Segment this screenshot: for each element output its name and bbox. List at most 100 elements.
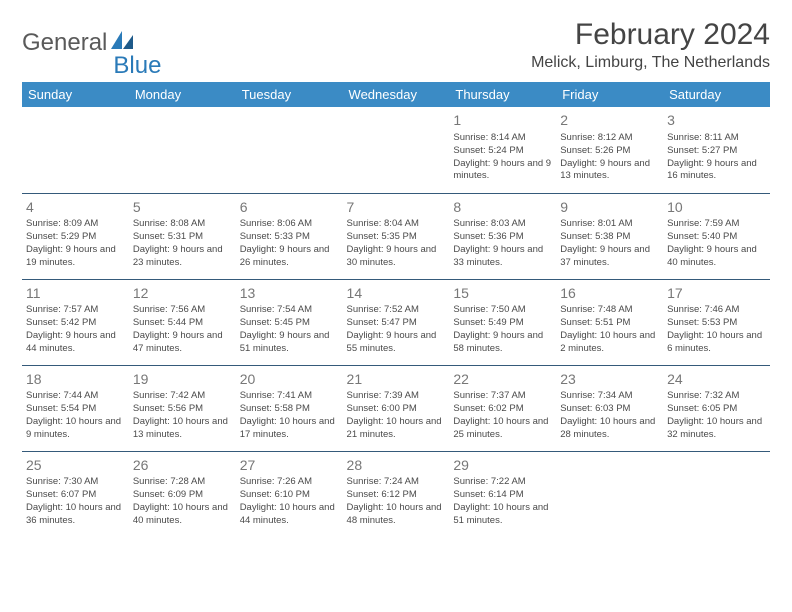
sun-info: Sunrise: 7:44 AMSunset: 5:54 PMDaylight:… (26, 390, 125, 441)
calendar-body: 1 Sunrise: 8:14 AMSunset: 5:24 PMDaylight… (22, 107, 770, 537)
day-cell: 20Sunrise: 7:41 AMSunset: 5:58 PMDayligh… (236, 365, 343, 451)
sun-info: Sunrise: 8:08 AMSunset: 5:31 PMDaylight:… (133, 218, 232, 269)
day-number: 4 (26, 198, 125, 217)
sun-info: Sunrise: 7:24 AMSunset: 6:12 PMDaylight:… (347, 476, 446, 527)
day-number: 28 (347, 456, 446, 475)
sun-info: Sunrise: 7:59 AMSunset: 5:40 PMDaylight:… (667, 218, 766, 269)
sun-info: Sunrise: 7:34 AMSunset: 6:03 PMDaylight:… (560, 390, 659, 441)
day-cell: 14Sunrise: 7:52 AMSunset: 5:47 PMDayligh… (343, 279, 450, 365)
day-number: 21 (347, 370, 446, 389)
sun-info: Sunrise: 7:42 AMSunset: 5:56 PMDaylight:… (133, 390, 232, 441)
day-number: 13 (240, 284, 339, 303)
day-cell (22, 107, 129, 193)
day-header-tuesday: Tuesday (236, 82, 343, 107)
sun-info: Sunrise: 7:26 AMSunset: 6:10 PMDaylight:… (240, 476, 339, 527)
day-number: 2 (560, 111, 659, 130)
day-number: 16 (560, 284, 659, 303)
sun-info: Sunrise: 7:22 AMSunset: 6:14 PMDaylight:… (453, 476, 552, 527)
day-header-friday: Friday (556, 82, 663, 107)
day-cell: 24Sunrise: 7:32 AMSunset: 6:05 PMDayligh… (663, 365, 770, 451)
day-number: 9 (560, 198, 659, 217)
sun-info: Sunrise: 7:41 AMSunset: 5:58 PMDaylight:… (240, 390, 339, 441)
location: Melick, Limburg, The Netherlands (531, 54, 770, 72)
week-row: 11Sunrise: 7:57 AMSunset: 5:42 PMDayligh… (22, 279, 770, 365)
day-header-row: Sunday Monday Tuesday Wednesday Thursday… (22, 82, 770, 107)
sun-info: Sunrise: 7:57 AMSunset: 5:42 PMDaylight:… (26, 304, 125, 355)
day-number: 18 (26, 370, 125, 389)
day-number: 20 (240, 370, 339, 389)
day-cell: 6Sunrise: 8:06 AMSunset: 5:33 PMDaylight… (236, 193, 343, 279)
sun-info: Sunrise: 7:37 AMSunset: 6:02 PMDaylight:… (453, 390, 552, 441)
day-number: 8 (453, 198, 552, 217)
day-number: 10 (667, 198, 766, 217)
day-cell (663, 451, 770, 537)
day-header-sunday: Sunday (22, 82, 129, 107)
day-cell: 21Sunrise: 7:39 AMSunset: 6:00 PMDayligh… (343, 365, 450, 451)
sun-info: Sunrise: 7:32 AMSunset: 6:05 PMDaylight:… (667, 390, 766, 441)
day-cell: 2 Sunrise: 8:12 AMSunset: 5:26 PMDaylight… (556, 107, 663, 193)
day-cell (556, 451, 663, 537)
week-row: 1 Sunrise: 8:14 AMSunset: 5:24 PMDaylight… (22, 107, 770, 193)
sun-info: Sunrise: 8:09 AMSunset: 5:29 PMDaylight:… (26, 218, 125, 269)
day-number: 3 (667, 111, 766, 130)
day-number: 6 (240, 198, 339, 217)
day-number: 23 (560, 370, 659, 389)
day-header-saturday: Saturday (663, 82, 770, 107)
day-cell: 25Sunrise: 7:30 AMSunset: 6:07 PMDayligh… (22, 451, 129, 537)
day-cell (236, 107, 343, 193)
day-header-thursday: Thursday (449, 82, 556, 107)
day-number: 5 (133, 198, 232, 217)
day-number: 26 (133, 456, 232, 475)
sun-info: Sunrise: 7:56 AMSunset: 5:44 PMDaylight:… (133, 304, 232, 355)
sun-info: Sunrise: 8:04 AMSunset: 5:35 PMDaylight:… (347, 218, 446, 269)
day-number: 17 (667, 284, 766, 303)
day-number: 1 (453, 111, 552, 130)
sun-info: Sunrise: 8:14 AMSunset: 5:24 PMDaylight:… (453, 132, 552, 183)
day-cell: 3Sunrise: 8:11 AMSunset: 5:27 PMDaylight… (663, 107, 770, 193)
day-cell: 9Sunrise: 8:01 AMSunset: 5:38 PMDaylight… (556, 193, 663, 279)
day-header-monday: Monday (129, 82, 236, 107)
day-cell: 28Sunrise: 7:24 AMSunset: 6:12 PMDayligh… (343, 451, 450, 537)
day-cell: 19Sunrise: 7:42 AMSunset: 5:56 PMDayligh… (129, 365, 236, 451)
day-cell: 22Sunrise: 7:37 AMSunset: 6:02 PMDayligh… (449, 365, 556, 451)
logo: General Blue (22, 18, 161, 68)
week-row: 18Sunrise: 7:44 AMSunset: 5:54 PMDayligh… (22, 365, 770, 451)
sun-info: Sunrise: 7:50 AMSunset: 5:49 PMDaylight:… (453, 304, 552, 355)
day-cell: 17Sunrise: 7:46 AMSunset: 5:53 PMDayligh… (663, 279, 770, 365)
logo-text-general: General (22, 29, 107, 57)
day-cell: 7Sunrise: 8:04 AMSunset: 5:35 PMDaylight… (343, 193, 450, 279)
day-number: 29 (453, 456, 552, 475)
sun-info: Sunrise: 7:52 AMSunset: 5:47 PMDaylight:… (347, 304, 446, 355)
page-header: General Blue February 2024 Melick, Limbu… (22, 18, 770, 72)
sun-info: Sunrise: 7:46 AMSunset: 5:53 PMDaylight:… (667, 304, 766, 355)
day-cell: 8Sunrise: 8:03 AMSunset: 5:36 PMDaylight… (449, 193, 556, 279)
day-number: 14 (347, 284, 446, 303)
sun-info: Sunrise: 7:28 AMSunset: 6:09 PMDaylight:… (133, 476, 232, 527)
day-number: 22 (453, 370, 552, 389)
day-cell: 18Sunrise: 7:44 AMSunset: 5:54 PMDayligh… (22, 365, 129, 451)
day-cell: 4Sunrise: 8:09 AMSunset: 5:29 PMDaylight… (22, 193, 129, 279)
month-title: February 2024 (531, 18, 770, 52)
day-cell: 1 Sunrise: 8:14 AMSunset: 5:24 PMDaylight… (449, 107, 556, 193)
sun-info: Sunrise: 8:12 AMSunset: 5:26 PMDaylight:… (560, 132, 659, 183)
day-number: 24 (667, 370, 766, 389)
day-cell: 11Sunrise: 7:57 AMSunset: 5:42 PMDayligh… (22, 279, 129, 365)
day-cell: 12Sunrise: 7:56 AMSunset: 5:44 PMDayligh… (129, 279, 236, 365)
day-number: 19 (133, 370, 232, 389)
sun-info: Sunrise: 7:54 AMSunset: 5:45 PMDaylight:… (240, 304, 339, 355)
day-cell: 10Sunrise: 7:59 AMSunset: 5:40 PMDayligh… (663, 193, 770, 279)
day-number: 25 (26, 456, 125, 475)
sun-info: Sunrise: 8:03 AMSunset: 5:36 PMDaylight:… (453, 218, 552, 269)
day-number: 15 (453, 284, 552, 303)
day-cell: 5Sunrise: 8:08 AMSunset: 5:31 PMDaylight… (129, 193, 236, 279)
day-cell: 26Sunrise: 7:28 AMSunset: 6:09 PMDayligh… (129, 451, 236, 537)
calendar-table: Sunday Monday Tuesday Wednesday Thursday… (22, 82, 770, 537)
week-row: 25Sunrise: 7:30 AMSunset: 6:07 PMDayligh… (22, 451, 770, 537)
day-cell (343, 107, 450, 193)
day-number: 11 (26, 284, 125, 303)
day-number: 12 (133, 284, 232, 303)
day-cell: 29Sunrise: 7:22 AMSunset: 6:14 PMDayligh… (449, 451, 556, 537)
logo-text-blue: Blue (113, 52, 161, 80)
sun-info: Sunrise: 7:39 AMSunset: 6:00 PMDaylight:… (347, 390, 446, 441)
day-number: 7 (347, 198, 446, 217)
